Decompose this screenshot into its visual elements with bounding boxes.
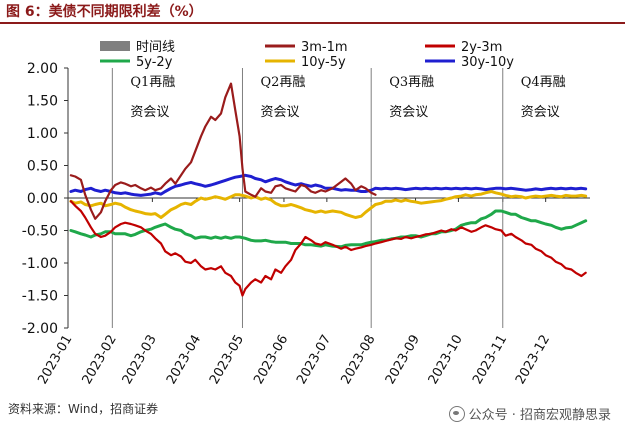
x-tick-label: 2023-03 [120,333,160,388]
x-tick-label: 2023-09 [383,333,423,388]
y-tick-label: -2.00 [22,321,58,337]
legend: 时间线 3m-1m 2y-3m 5y-2y 10y-5y 30y-10y [100,40,514,70]
legend-label: 时间线 [136,40,175,55]
x-tick-label: 2023-04 [164,333,204,388]
y-tick-label: 1.50 [27,94,58,110]
wechat-icon [448,406,465,422]
x-tick-label: 2023-08 [338,333,378,388]
legend-label: 3m-1m [301,40,348,55]
legend-swatch-timeline [100,41,130,51]
figure-title: 图 6：美债不同期限利差（%） [0,0,625,24]
watermark: 公众号 · 招商宏观静思录 [448,404,611,423]
y-tick-label: -1.00 [22,256,58,272]
legend-label: 10y-5y [301,55,346,70]
series-line-30y-10y [69,173,588,197]
x-tick-label: 2023-06 [251,333,291,388]
y-tick-label: 0.50 [27,159,58,175]
y-tick-label: 1.00 [27,126,58,142]
annotation-text: 资会议 [260,105,299,120]
x-tick-label: 2023-05 [207,333,247,388]
series-line-10y-5y [69,190,588,219]
series-line-3m-1m [69,82,377,220]
annotation-text: Q3再融 [389,75,434,90]
x-tick-label: 2023-02 [80,333,120,388]
timeline-markers [111,68,504,328]
y-tick-label: -1.50 [22,289,58,305]
legend-label: 5y-2y [136,55,173,70]
line-chart: 2.00 1.50 1.00 0.50 0.00 -0.50 -1.00 -1.50 -2.00… [22,40,590,387]
legend-label: 2y-3m [461,40,502,55]
annotation-text: 资会议 [521,105,560,120]
legend-label: 30y-10y [461,55,514,70]
axes: 2.00 1.50 1.00 0.50 0.00 -0.50 -1.00 -1.50 -2.00… [22,61,590,387]
x-tick-label: 2023-10 [426,332,466,387]
annotation-text: 资会议 [389,105,428,120]
series-lines [69,82,588,297]
watermark-text: 公众号 · 招商宏观静思录 [468,408,611,423]
x-tick-label: 2023-01 [35,333,75,388]
annotation-text: Q4再融 [521,75,566,90]
y-tick-label: 2.00 [27,61,58,77]
annotation-text: Q2再融 [260,75,305,90]
y-tick-label: -0.50 [22,224,58,240]
y-tick-label: 0.00 [27,191,58,207]
x-tick-label: 2023-07 [294,333,334,388]
source-note: 资料来源：Wind，招商证券 [8,402,159,416]
x-tick-label: 2023-12 [513,333,553,388]
series-line-2y-3m [69,200,587,297]
annotation-text: Q1再融 [130,75,175,90]
x-tick-label: 2023-11 [470,333,510,388]
annotation-text: 资会议 [130,105,169,120]
series-line-5y-2y [69,209,588,249]
